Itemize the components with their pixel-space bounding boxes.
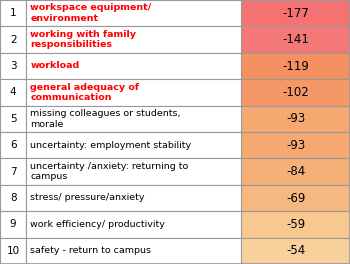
Text: 1: 1 (10, 8, 16, 18)
Bar (241, 53, 350, 79)
Bar (241, 238, 350, 264)
Bar (0, 26, 26, 53)
Text: workload: workload (30, 62, 80, 70)
Text: -93: -93 (286, 112, 305, 125)
Text: missing colleagues or students,
morale: missing colleagues or students, morale (30, 109, 181, 129)
Text: 6: 6 (10, 140, 16, 150)
Text: 10: 10 (7, 246, 20, 256)
Bar (241, 106, 350, 132)
Bar (241, 158, 350, 185)
Bar (0, 106, 26, 132)
Bar (26, 158, 242, 185)
Text: 3: 3 (10, 61, 16, 71)
Bar (0, 0, 26, 26)
Text: work efficiency/ productivity: work efficiency/ productivity (30, 220, 165, 229)
Text: 4: 4 (10, 87, 16, 97)
Bar (0, 238, 26, 264)
Text: -119: -119 (282, 59, 309, 73)
Text: uncertainty /anxiety: returning to
campus: uncertainty /anxiety: returning to campu… (30, 162, 189, 181)
Bar (26, 0, 242, 26)
Bar (26, 132, 242, 158)
Text: 2: 2 (10, 35, 16, 45)
Text: uncertainty: employment stability: uncertainty: employment stability (30, 141, 191, 150)
Text: -93: -93 (286, 139, 305, 152)
Text: -54: -54 (286, 244, 305, 257)
Text: -102: -102 (282, 86, 309, 99)
Text: stress/ pressure/anxiety: stress/ pressure/anxiety (30, 194, 145, 202)
Bar (0, 158, 26, 185)
Bar (241, 132, 350, 158)
Bar (26, 238, 242, 264)
Text: -69: -69 (286, 191, 306, 205)
Bar (26, 53, 242, 79)
Text: general adequacy of
communication: general adequacy of communication (30, 83, 139, 102)
Text: 5: 5 (10, 114, 16, 124)
Bar (0, 53, 26, 79)
Bar (0, 211, 26, 238)
Text: safety - return to campus: safety - return to campus (30, 246, 152, 255)
Text: -141: -141 (282, 33, 309, 46)
Text: workspace equipment/
environment: workspace equipment/ environment (30, 3, 152, 23)
Bar (0, 79, 26, 106)
Bar (241, 211, 350, 238)
Text: 8: 8 (10, 193, 16, 203)
Text: 9: 9 (10, 219, 16, 229)
Text: working with family
responsibilities: working with family responsibilities (30, 30, 136, 49)
Bar (26, 79, 242, 106)
Bar (26, 185, 242, 211)
Bar (241, 0, 350, 26)
Bar (26, 211, 242, 238)
Bar (0, 185, 26, 211)
Bar (241, 26, 350, 53)
Text: -59: -59 (286, 218, 305, 231)
Bar (26, 26, 242, 53)
Bar (0, 132, 26, 158)
Bar (26, 106, 242, 132)
Text: -84: -84 (286, 165, 305, 178)
Bar (241, 185, 350, 211)
Bar (241, 79, 350, 106)
Text: -177: -177 (282, 7, 309, 20)
Text: 7: 7 (10, 167, 16, 177)
